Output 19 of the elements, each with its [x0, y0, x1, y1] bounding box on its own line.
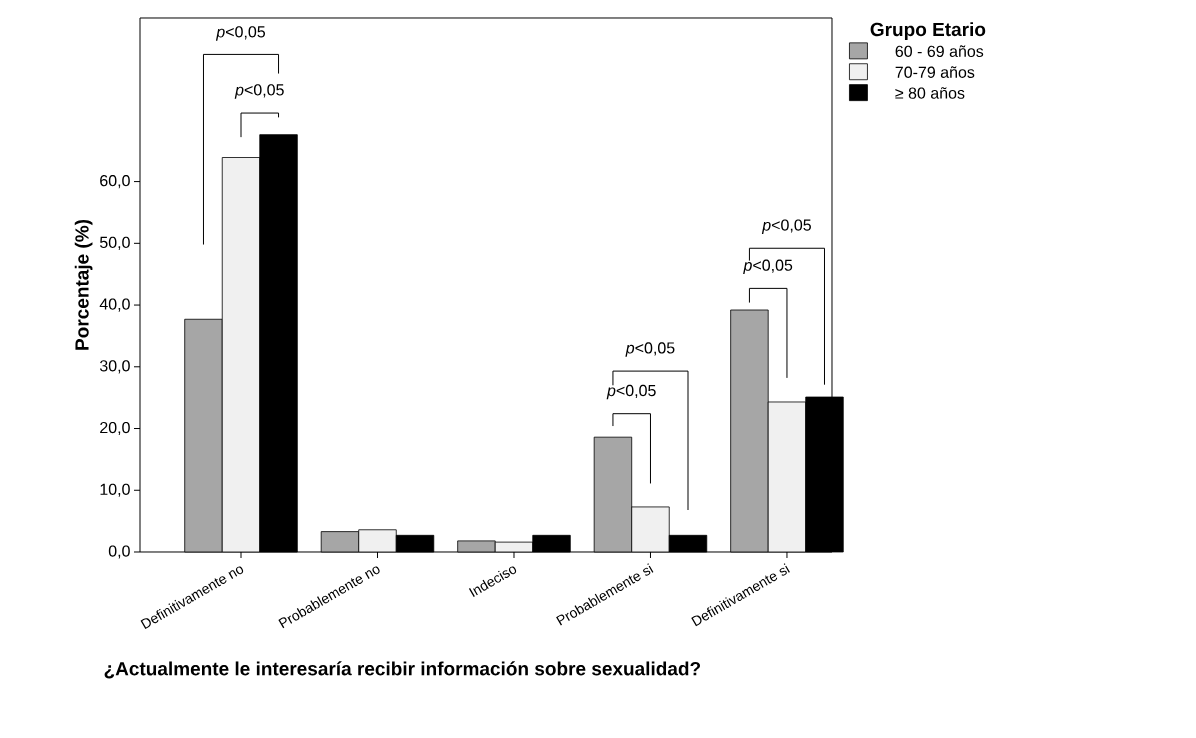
y-tick-label: 30,0: [99, 360, 130, 374]
y-tick-label: 20,0: [100, 421, 130, 436]
annotation: p<0,05: [625, 342, 675, 357]
y-axis-title: Porcentaje (%): [74, 219, 93, 350]
legend-label: 70-79 años: [895, 66, 975, 78]
y-tick-label: 0,0: [108, 545, 130, 559]
y-tick-label: 50,0: [99, 236, 130, 250]
x-axis-title: ¿Actualmente le interesaría recibir información sobre sexualidad?: [104, 661, 701, 679]
legend-label: ≥ 80 años: [895, 87, 965, 99]
annotation: p<0,05: [215, 26, 266, 41]
legend-title: Grupo Etario: [870, 22, 986, 40]
annotation: p<0,05: [606, 384, 656, 400]
annotation: p<0,05: [743, 259, 793, 275]
y-tick-label: 60,0: [100, 174, 130, 189]
y-tick-label: 10,0: [100, 483, 130, 497]
annotation: p<0,05: [761, 219, 811, 234]
legend-label: 60 - 69 años: [895, 45, 984, 58]
annotation: p<0,05: [234, 84, 284, 99]
y-tick-label: 40,0: [99, 298, 130, 312]
